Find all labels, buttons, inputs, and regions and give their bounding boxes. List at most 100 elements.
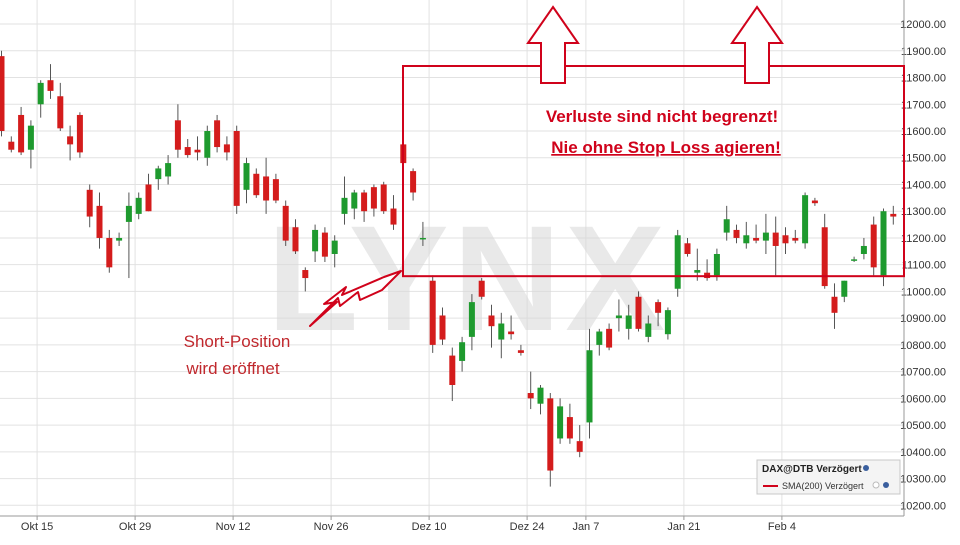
candle-body-down — [282, 205, 289, 241]
y-tick-label: 10900.00 — [900, 313, 946, 325]
legend-toggle-icon[interactable] — [872, 481, 880, 489]
candle-body-up — [723, 219, 730, 233]
y-tick-label: 11100.00 — [902, 260, 946, 272]
candle-body-down — [86, 189, 93, 217]
y-tick-label: 10700.00 — [900, 367, 946, 379]
candle-body-down — [18, 114, 25, 153]
candle-body-down — [488, 315, 495, 327]
candle-body-up — [419, 237, 426, 240]
candle-body-down — [811, 200, 818, 204]
candle-body-up — [37, 82, 44, 105]
candle-body-down — [96, 205, 103, 238]
candle-body-down — [263, 176, 270, 201]
x-tick-label: Jan 21 — [667, 521, 700, 533]
x-tick-label: Okt 15 — [21, 521, 53, 533]
candle-body-up — [243, 163, 250, 190]
x-tick-label: Dez 10 — [412, 521, 447, 533]
candle-body-up — [116, 237, 123, 241]
y-tick-label: 10800.00 — [900, 340, 946, 352]
candle-body-up — [135, 197, 142, 214]
candle-body-down — [321, 232, 328, 257]
candle-body-up — [459, 342, 466, 361]
y-tick-label: 10400.00 — [900, 447, 946, 459]
candle-body-down — [76, 114, 83, 153]
short-position-note-line2: wird eröffnet — [185, 359, 280, 378]
candle-body-down — [870, 224, 877, 268]
candle-body-up — [125, 205, 132, 222]
candle-body-down — [47, 80, 54, 91]
y-tick-label: 10200.00 — [900, 500, 946, 512]
candle-body-down — [57, 96, 64, 129]
candle-body-down — [233, 131, 240, 206]
candle-body-down — [566, 417, 573, 439]
y-tick-label: 12000.00 — [900, 19, 946, 31]
y-tick-label: 11300.00 — [901, 206, 946, 218]
candle-body-down — [106, 237, 113, 268]
short-position-note-line1: Short-Position — [184, 332, 291, 351]
candle-body-down — [429, 280, 436, 345]
candle-body-down — [684, 243, 691, 254]
candle-body-down — [292, 227, 299, 252]
candle-body-down — [449, 355, 456, 385]
candle-body-up — [674, 235, 681, 289]
candle-body-up — [694, 270, 701, 273]
candle-body-down — [517, 350, 524, 353]
candle-body-down — [508, 331, 515, 335]
candle-body-down — [753, 237, 760, 241]
legend: DAX@DTB Verzögert SMA(200) Verzögert — [756, 459, 901, 495]
candle-body-down — [576, 441, 583, 452]
candle-body-down — [547, 398, 554, 471]
candle-body-down — [890, 213, 897, 217]
candle-body-up — [762, 232, 769, 241]
x-tick-label: Nov 26 — [314, 521, 349, 533]
candle-body-up — [851, 259, 858, 261]
y-tick-label: 11000.00 — [901, 286, 946, 298]
y-tick-label: 10600.00 — [900, 393, 946, 405]
up-arrow-icon — [730, 5, 784, 84]
y-tick-label: 11400.00 — [901, 179, 946, 191]
x-tick-label: Nov 12 — [216, 521, 251, 533]
candle-body-down — [184, 147, 191, 156]
candle-body-up — [312, 229, 319, 252]
candle-body-down — [8, 141, 15, 150]
candle-body-down — [655, 302, 662, 313]
candle-body-down — [527, 393, 534, 399]
candle-body-up — [204, 131, 211, 158]
loss-zone-box — [402, 65, 905, 278]
candle-body-up — [341, 197, 348, 214]
loss-warning-text: Verluste sind nicht begrenzt! — [546, 107, 778, 126]
candle-layer — [0, 50, 897, 487]
candle-body-down — [606, 328, 613, 348]
candle-body-up — [645, 323, 652, 337]
candle-body-down — [174, 120, 181, 150]
candle-body-down — [439, 315, 446, 340]
legend-title: DAX@DTB Verzögert — [762, 464, 862, 475]
up-arrow-icon — [526, 5, 580, 84]
candle-body-up — [498, 323, 505, 340]
lightning-arrow-icon — [309, 270, 402, 327]
candle-body-up — [802, 195, 809, 244]
candle-body-down — [361, 192, 368, 212]
candle-body-down — [792, 237, 799, 241]
legend-settings-icon[interactable] — [883, 482, 889, 488]
legend-info-icon — [863, 465, 869, 471]
y-tick-label: 11500.00 — [901, 153, 946, 165]
stop-loss-warning-text: Nie ohne Stop Loss agieren! — [551, 138, 781, 157]
candle-body-up — [596, 331, 603, 345]
y-tick-label: 11600.00 — [901, 126, 946, 138]
x-tick-label: Feb 4 — [768, 521, 796, 533]
candle-body-down — [782, 235, 789, 244]
candle-body-down — [0, 56, 5, 132]
axis-layer: 10200.00 10300.00 10400.00 10500.00 10600.00… — [0, 0, 946, 533]
candle-body-up — [880, 211, 887, 276]
candle-body-up — [351, 192, 358, 209]
x-tick-label: Dez 24 — [510, 521, 545, 533]
candle-body-down — [370, 187, 377, 209]
candle-body-down — [821, 227, 828, 287]
candle-body-down — [478, 280, 485, 297]
candle-body-down — [410, 171, 417, 193]
candle-body-up — [743, 235, 750, 244]
candle-body-up — [860, 245, 867, 254]
candle-body-up — [27, 125, 34, 150]
